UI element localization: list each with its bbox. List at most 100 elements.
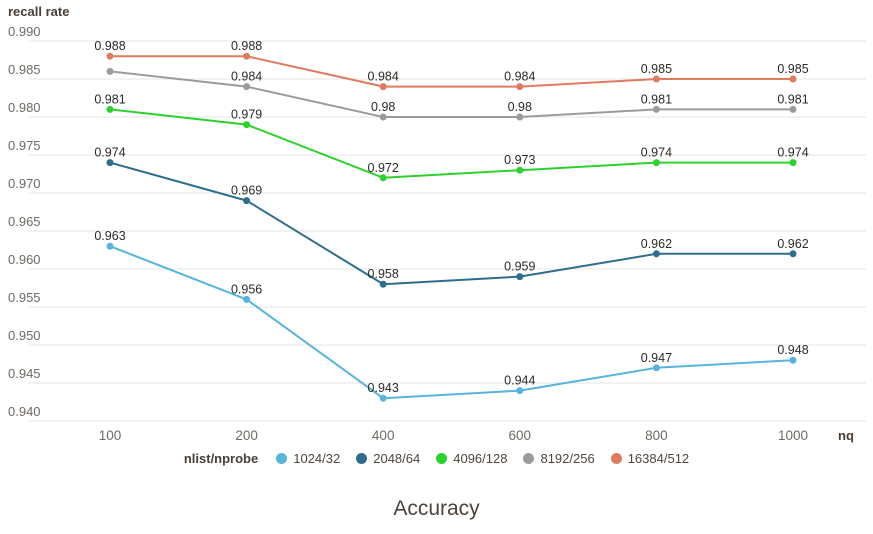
series-line-1024-32	[109, 245, 794, 400]
data-point	[789, 250, 797, 258]
data-point	[516, 387, 524, 395]
y-tick-label: 0.945	[8, 366, 41, 381]
data-point	[516, 83, 524, 91]
data-label: 0.985	[777, 62, 808, 76]
data-label: 0.988	[231, 39, 262, 53]
legend-item-label: 2048/64	[373, 451, 421, 466]
data-point	[243, 83, 251, 91]
legend-item-8192-256[interactable]: 8192/256	[523, 451, 595, 466]
legend-swatch-icon	[523, 453, 535, 464]
data-label: 0.984	[504, 70, 535, 84]
y-tick-label: 0.940	[8, 404, 41, 419]
data-point	[106, 159, 114, 167]
x-tick-label: 800	[645, 428, 668, 443]
legend-title: nlist/nprobe	[183, 451, 259, 466]
legend-item-16384-512[interactable]: 16384/512	[610, 451, 690, 466]
data-label: 0.984	[231, 70, 262, 84]
data-label: 0.988	[94, 39, 125, 53]
series-line-16384-512	[110, 55, 793, 88]
data-point	[379, 394, 387, 402]
data-label: 0.948	[777, 343, 808, 357]
data-label: 0.959	[504, 260, 535, 274]
data-point	[789, 75, 797, 83]
data-label: 0.981	[777, 92, 808, 106]
series-line-2048-64	[109, 161, 793, 286]
data-point	[516, 166, 524, 174]
data-label: 0.973	[504, 153, 535, 167]
data-point	[652, 105, 660, 113]
data-label: 0.969	[231, 184, 262, 198]
data-label: 0.984	[368, 70, 399, 84]
data-point	[789, 105, 797, 113]
data-label: 0.981	[641, 92, 672, 106]
legend-swatch-icon	[356, 453, 368, 464]
x-tick-label: 200	[235, 428, 258, 443]
series-line-4096-128	[109, 108, 793, 179]
chart-title: Accuracy	[393, 497, 480, 520]
legend-swatch-icon	[610, 453, 622, 464]
x-tick-label: 1000	[778, 428, 808, 443]
data-label: 0.958	[368, 267, 399, 281]
data-label: 0.943	[368, 381, 399, 395]
data-label: 0.974	[777, 146, 808, 160]
series-line-8192-256	[109, 70, 793, 118]
y-tick-label: 0.980	[8, 100, 41, 115]
data-label: 0.962	[777, 237, 808, 251]
data-point	[379, 280, 387, 288]
data-label: 0.98	[371, 100, 395, 114]
legend-swatch-icon	[276, 453, 288, 464]
legend-item-label: 16384/512	[627, 451, 690, 466]
data-point	[379, 174, 387, 182]
y-tick-label: 0.990	[8, 24, 41, 39]
y-tick-label: 0.965	[8, 214, 41, 229]
data-point	[106, 105, 114, 113]
legend: nlist/nprobe 1024/32 2048/64 4096/128 8192/…	[0, 451, 873, 466]
data-label: 0.956	[231, 282, 262, 296]
data-point	[243, 295, 251, 303]
data-label: 0.962	[641, 237, 672, 251]
data-label: 0.947	[641, 351, 672, 365]
data-label: 0.979	[231, 108, 262, 122]
y-tick-label: 0.970	[8, 176, 41, 191]
data-point	[243, 197, 251, 205]
data-point	[516, 273, 524, 281]
data-point	[243, 52, 251, 60]
data-point	[243, 121, 251, 129]
y-axis-title: recall rate	[8, 4, 70, 19]
data-point	[106, 52, 114, 60]
data-label: 0.98	[508, 100, 532, 114]
x-tick-label: 100	[99, 428, 122, 443]
data-label: 0.944	[504, 374, 535, 388]
data-point	[652, 159, 660, 167]
legend-item-label: 8192/256	[540, 451, 595, 466]
data-point	[652, 75, 660, 83]
data-label: 0.972	[368, 161, 399, 175]
y-tick-label: 0.975	[8, 138, 41, 153]
data-label: 0.974	[94, 146, 125, 160]
plot-area: 0.990 0.985 0.980 0.975 0.970 0.965 0.960 0.955…	[8, 24, 866, 443]
data-point	[652, 250, 660, 258]
data-label: 0.963	[94, 229, 125, 243]
legend-item-4096-128[interactable]: 4096/128	[436, 451, 507, 466]
data-label: 0.981	[94, 92, 125, 106]
data-label: 0.974	[641, 146, 672, 160]
data-point	[789, 356, 797, 364]
x-tick-label: 600	[509, 428, 532, 443]
y-tick-label: 0.955	[8, 290, 41, 305]
legend-item-label: 1024/32	[293, 451, 341, 466]
legend-item-2048-64[interactable]: 2048/64	[356, 451, 420, 466]
y-tick-label: 0.985	[8, 62, 41, 77]
data-point	[652, 364, 660, 372]
data-point	[106, 242, 114, 250]
data-point	[379, 113, 387, 121]
legend-item-1024-32[interactable]: 1024/32	[276, 451, 340, 466]
legend-item-label: 4096/128	[453, 451, 508, 466]
data-point	[789, 159, 797, 167]
legend-swatch-icon	[436, 453, 448, 464]
x-axis-title: nq	[838, 428, 854, 443]
data-point	[379, 83, 387, 91]
data-point	[106, 67, 114, 75]
x-tick-label: 400	[372, 428, 395, 443]
y-tick-label: 0.960	[8, 252, 41, 267]
